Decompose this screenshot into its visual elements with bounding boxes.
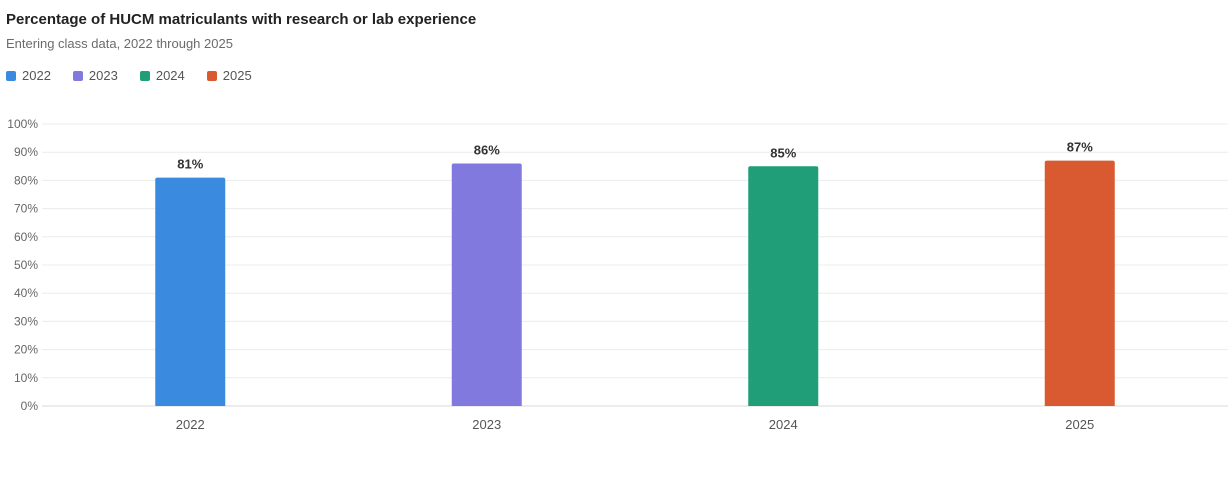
grid-lines [42,123,1228,407]
x-tick-label: 2024 [769,417,798,432]
legend-label: 2025 [222,68,252,83]
y-tick-label: 10% [14,371,38,385]
y-tick-label: 60% [14,230,38,244]
chart-title: Percentage of HUCM matriculants with res… [6,11,477,28]
x-tick-label: 2022 [176,417,205,432]
y-tick-label: 0% [21,399,39,413]
bar-2024[interactable] [748,166,819,406]
bars [155,160,1115,406]
y-tick-label: 90% [14,145,38,159]
data-labels: 81% 86% 85% 87% [177,140,1093,172]
legend-swatch [72,70,83,81]
bar-2022[interactable] [155,177,226,406]
x-axis-tick-labels: 2022 2023 2024 2025 [176,417,1094,432]
data-label: 85% [770,145,796,160]
legend-swatch [139,70,150,81]
legend-label: 2023 [88,68,118,83]
y-tick-label: 50% [14,258,38,272]
x-tick-label: 2023 [472,417,501,432]
chart-legend: 2022 2023 2024 2025 [6,68,252,83]
data-label: 87% [1067,140,1093,155]
bar-2025[interactable] [1044,160,1115,406]
legend-label: 2024 [155,68,185,83]
y-tick-label: 100% [7,117,38,131]
y-tick-label: 70% [14,202,38,216]
legend-item-2025[interactable]: 2025 [206,68,252,83]
legend-swatch [206,70,217,81]
data-label: 81% [177,157,203,172]
y-tick-label: 40% [14,286,38,300]
chart-subtitle: Entering class data, 2022 through 2025 [6,36,233,51]
legend-swatch [6,70,16,81]
legend-item-2023[interactable]: 2023 [72,68,118,83]
legend-item-2022[interactable]: 2022 [6,68,51,83]
y-tick-label: 30% [14,314,38,328]
x-tick-label: 2025 [1065,417,1094,432]
legend-item-2024[interactable]: 2024 [139,68,185,83]
data-label: 86% [474,142,500,157]
y-axis-tick-labels: 0% 10% 20% 30% 40% 50% 60% 70% 80% 90% 100% [7,117,38,413]
legend-label: 2022 [22,68,51,83]
bar-2023[interactable] [451,163,522,406]
y-tick-label: 80% [14,173,38,187]
y-tick-label: 20% [14,343,38,357]
